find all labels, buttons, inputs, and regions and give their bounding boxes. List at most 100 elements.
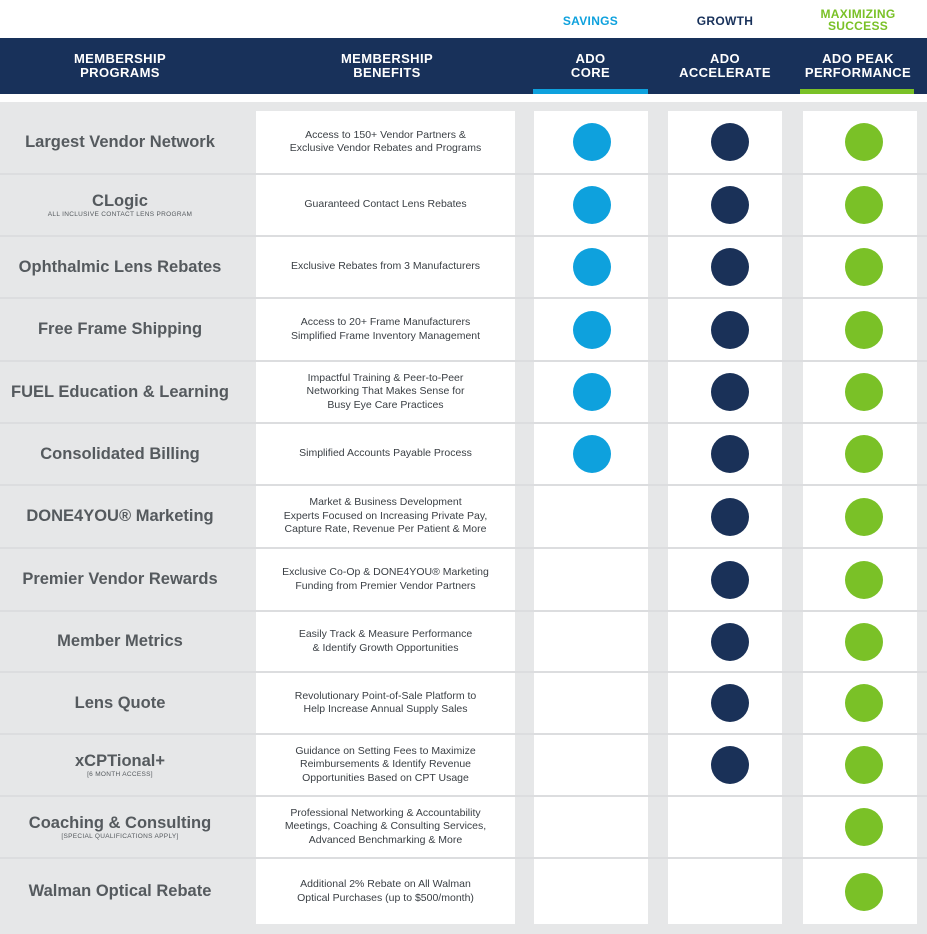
- program-name: Consolidated Billing: [40, 444, 200, 463]
- benefit-description: Revolutionary Point-of-Sale Platform to …: [294, 689, 477, 716]
- benefit-description: Additional 2% Rebate on All Walman Optic…: [297, 878, 474, 904]
- program-name: Member Metrics: [57, 632, 183, 650]
- peak-included-dot-icon: [845, 373, 883, 411]
- core-column-panel: [534, 111, 648, 924]
- peak-included-dot-icon: [845, 746, 883, 784]
- column-header-bar: MEMBERSHIP PROGRAMS MEMBERSHIP BENEFITS …: [0, 38, 927, 94]
- benefit-description: Market & Business Development Experts Fo…: [283, 496, 488, 536]
- program-name-cell: Walman Optical Rebate: [0, 859, 240, 924]
- peak-included-dot-icon: [845, 310, 883, 349]
- row-separator: [0, 484, 927, 486]
- header-membership-programs: MEMBERSHIP PROGRAMS: [0, 38, 240, 94]
- row-separator: [0, 795, 927, 797]
- peak-included-dot-icon: [845, 808, 883, 846]
- header-ado-core: ADO CORE: [533, 38, 648, 94]
- tier-label-peak-line2: SUCCESS: [827, 19, 889, 33]
- program-name: xCPTional+: [74, 751, 166, 770]
- row-separator: [0, 547, 927, 549]
- program-name: Ophthalmic Lens Rebates: [18, 257, 222, 276]
- header-core-line2: CORE: [570, 65, 611, 80]
- program-name-cell: FUEL Education & Learning: [0, 362, 240, 422]
- program-subtitle: ALL INCLUSIVE CONTACT LENS PROGRAM: [47, 210, 193, 218]
- row-separator: [0, 733, 927, 735]
- accelerate-included-dot-icon: [711, 123, 749, 161]
- program-name: CLogic: [92, 191, 148, 210]
- peak-included-dot-icon: [845, 622, 883, 661]
- peak-included-dot-icon: [845, 186, 883, 224]
- program-name: Walman Optical Rebate: [28, 882, 212, 900]
- accelerate-included-dot-icon: [711, 560, 749, 599]
- core-included-dot-icon: [573, 373, 611, 411]
- peak-header-underline: [800, 89, 914, 94]
- accelerate-included-dot-icon: [711, 186, 749, 224]
- header-ado-accelerate: ADO ACCELERATE: [668, 38, 782, 94]
- peak-included-dot-icon: [845, 497, 883, 536]
- accelerate-included-dot-icon: [711, 435, 749, 473]
- program-name: Premier Vendor Rewards: [22, 570, 218, 588]
- benefit-description: Simplified Accounts Payable Process: [299, 447, 472, 460]
- header-membership-benefits: MEMBERSHIP BENEFITS: [256, 38, 518, 94]
- accelerate-included-dot-icon: [711, 310, 749, 349]
- row-separator: [0, 360, 927, 362]
- header-ado-peak-performance: ADO PEAK PERFORMANCE: [800, 38, 916, 94]
- peak-included-dot-icon: [845, 684, 883, 722]
- program-name: Coaching & Consulting: [28, 813, 212, 832]
- core-header-underline: [533, 89, 648, 94]
- tier-label-growth: GROWTH: [696, 14, 754, 28]
- accelerate-included-dot-icon: [711, 622, 749, 661]
- program-subtitle: [SPECIAL QUALIFICATIONS APPLY]: [61, 832, 179, 840]
- accelerate-included-dot-icon: [711, 684, 749, 722]
- tier-label-savings: SAVINGS: [562, 14, 619, 28]
- program-name-cell: DONE4YOU® Marketing: [0, 486, 240, 547]
- program-subtitle: [6 MONTH ACCESS]: [87, 770, 153, 778]
- program-name-cell: Coaching & Consulting [SPECIAL QUALIFICAT…: [0, 797, 240, 857]
- row-separator: [0, 422, 927, 424]
- tier-label-maximizing-success: MAXIMIZING SUCCESS: [800, 8, 916, 32]
- program-name-cell: Member Metrics: [0, 612, 240, 671]
- benefit-description: Easily Track & Measure Performance & Ide…: [298, 628, 473, 654]
- header-core-line1: ADO: [575, 51, 606, 66]
- benefit-description: Access to 20+ Frame Manufacturers Simpli…: [290, 316, 481, 342]
- program-name: Largest Vendor Network: [25, 132, 215, 151]
- core-included-dot-icon: [573, 186, 611, 224]
- program-name-cell: xCPTional+ [6 MONTH ACCESS]: [0, 735, 240, 795]
- header-peak-line2: PERFORMANCE: [804, 65, 912, 80]
- peak-included-dot-icon: [845, 872, 883, 911]
- program-name-cell: Largest Vendor Network: [0, 111, 240, 173]
- row-separator: [0, 297, 927, 299]
- header-peak-line1: ADO PEAK: [822, 51, 894, 66]
- program-name: Free Frame Shipping: [37, 320, 203, 338]
- core-included-dot-icon: [573, 310, 611, 349]
- accelerate-included-dot-icon: [711, 248, 749, 286]
- header-programs-line2: PROGRAMS: [80, 65, 160, 80]
- header-programs-line1: MEMBERSHIP: [73, 51, 167, 66]
- peak-included-dot-icon: [845, 123, 883, 161]
- program-name-cell: CLogic ALL INCLUSIVE CONTACT LENS PROGRAM: [0, 175, 240, 235]
- row-separator: [0, 671, 927, 673]
- row-separator: [0, 235, 927, 237]
- benefit-description: Guidance on Setting Fees to Maximize Rei…: [295, 744, 476, 784]
- benefit-description: Guaranteed Contact Lens Rebates: [304, 198, 467, 211]
- accelerate-included-dot-icon: [711, 373, 749, 411]
- program-name-cell: Consolidated Billing: [0, 424, 240, 484]
- program-name: Lens Quote: [74, 693, 166, 712]
- accelerate-included-dot-icon: [711, 497, 749, 536]
- program-name-cell: Lens Quote: [0, 673, 240, 733]
- row-separator: [0, 173, 927, 175]
- program-name-cell: Premier Vendor Rewards: [0, 549, 240, 610]
- program-name: FUEL Education & Learning: [11, 382, 229, 401]
- program-name-cell: Ophthalmic Lens Rebates: [0, 237, 240, 297]
- benefit-description: Exclusive Co-Op & DONE4YOU® Marketing Fu…: [282, 566, 489, 592]
- tier-label-peak-line1: MAXIMIZING: [820, 7, 896, 21]
- benefit-description: Exclusive Rebates from 3 Manufacturers: [290, 260, 481, 273]
- header-benefits-line2: BENEFITS: [353, 65, 421, 80]
- peak-included-dot-icon: [845, 560, 883, 599]
- header-accelerate-line1: ADO: [709, 51, 741, 66]
- core-included-dot-icon: [573, 248, 611, 286]
- program-name: DONE4YOU® Marketing: [26, 507, 214, 525]
- benefit-description: Impactful Training & Peer-to-Peer Networ…: [306, 371, 465, 411]
- header-benefits-line1: MEMBERSHIP: [340, 51, 434, 66]
- header-accelerate-line2: ACCELERATE: [679, 65, 771, 80]
- benefit-description: Professional Networking & Accountability…: [284, 806, 487, 846]
- benefits-column-panel: [256, 111, 515, 924]
